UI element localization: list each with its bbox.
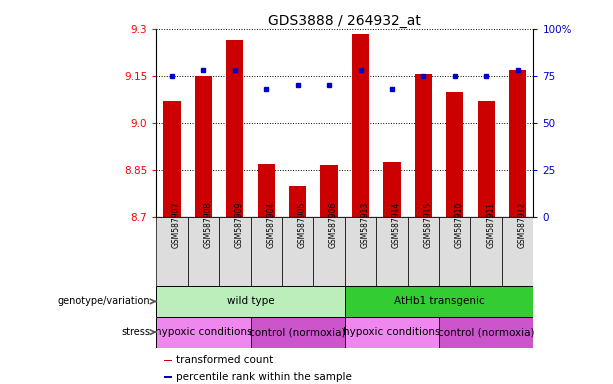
FancyBboxPatch shape [345,317,439,348]
FancyBboxPatch shape [471,217,502,286]
Text: GSM587915: GSM587915 [424,202,432,248]
FancyBboxPatch shape [282,217,313,286]
Text: GSM587907: GSM587907 [172,202,181,248]
FancyBboxPatch shape [156,317,251,348]
FancyBboxPatch shape [156,217,188,286]
Bar [226,40,243,217]
Bar [383,162,400,217]
Bar [446,91,463,217]
FancyBboxPatch shape [439,217,471,286]
Text: hypoxic conditions: hypoxic conditions [154,327,252,337]
Text: wild type: wild type [227,296,275,306]
Text: control (normoxia): control (normoxia) [438,327,535,337]
FancyBboxPatch shape [156,286,345,317]
Text: AtHb1 transgenic: AtHb1 transgenic [394,296,484,306]
Text: GSM587912: GSM587912 [517,202,527,248]
Text: control (normoxia): control (normoxia) [249,327,346,337]
Text: GSM587906: GSM587906 [329,202,338,248]
Text: transformed count: transformed count [176,356,273,366]
Text: stress: stress [121,327,150,337]
Bar [352,33,369,217]
Text: hypoxic conditions: hypoxic conditions [343,327,441,337]
FancyBboxPatch shape [408,217,439,286]
Bar [478,101,495,217]
Text: GSM587905: GSM587905 [298,202,306,248]
FancyBboxPatch shape [345,217,376,286]
Bar [164,101,181,217]
FancyBboxPatch shape [251,317,345,348]
Bar [164,376,172,378]
Text: GSM587913: GSM587913 [360,202,370,248]
Text: GSM587908: GSM587908 [204,202,213,248]
Bar [257,164,275,217]
Bar [289,185,306,217]
Text: GSM587914: GSM587914 [392,202,401,248]
Text: percentile rank within the sample: percentile rank within the sample [176,372,352,382]
FancyBboxPatch shape [376,217,408,286]
Text: GSM587909: GSM587909 [235,202,244,248]
FancyBboxPatch shape [251,217,282,286]
Text: GSM587910: GSM587910 [455,202,464,248]
Bar [321,165,338,217]
FancyBboxPatch shape [313,217,345,286]
Bar [164,359,172,361]
Bar [509,70,526,217]
FancyBboxPatch shape [439,317,533,348]
Text: genotype/variation: genotype/variation [58,296,150,306]
FancyBboxPatch shape [345,286,533,317]
FancyBboxPatch shape [502,217,533,286]
FancyBboxPatch shape [219,217,251,286]
Title: GDS3888 / 264932_at: GDS3888 / 264932_at [268,14,421,28]
Text: GSM587911: GSM587911 [486,202,495,248]
FancyBboxPatch shape [188,217,219,286]
Bar [415,74,432,217]
Bar [195,76,212,217]
Text: GSM587904: GSM587904 [266,202,275,248]
